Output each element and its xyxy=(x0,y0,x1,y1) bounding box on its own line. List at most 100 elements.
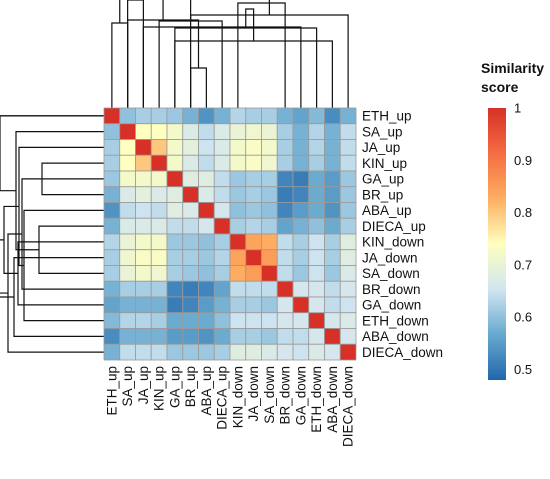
row-label: ABA_up xyxy=(362,203,412,218)
heatmap-cell xyxy=(324,139,341,156)
heatmap-cell xyxy=(308,280,325,298)
heatmap-cell xyxy=(308,217,325,235)
heatmap-cell xyxy=(213,343,231,361)
legend-tick-label: 0.7 xyxy=(514,257,532,272)
heatmap-cell xyxy=(229,233,247,251)
heatmap-cell xyxy=(339,154,357,172)
column-label: GA_up xyxy=(167,366,182,408)
heatmap-cell xyxy=(229,343,247,361)
heatmap-cell xyxy=(198,233,215,251)
heatmap-cell xyxy=(261,217,278,235)
row-label: KIN_down xyxy=(362,235,424,250)
dendrogram-branch xyxy=(237,2,286,108)
heatmap-cell xyxy=(166,123,184,140)
row-dendrogram xyxy=(0,116,104,353)
heatmap-cell xyxy=(150,296,168,314)
dendrogram-branch xyxy=(190,67,207,108)
heatmap-cell xyxy=(245,249,262,266)
heatmap-cell xyxy=(182,139,199,156)
heatmap-cell xyxy=(276,139,294,156)
heatmap-cell xyxy=(276,154,294,172)
heatmap-cell xyxy=(324,343,341,361)
dendrogram-branch xyxy=(127,19,200,108)
heatmap-cell xyxy=(229,202,247,219)
heatmap-cell xyxy=(182,312,199,329)
heatmap-cell xyxy=(166,186,184,203)
heatmap-cell xyxy=(339,249,357,266)
heatmap-cell xyxy=(198,170,215,188)
heatmap-cell xyxy=(308,328,325,345)
row-label: DIECA_up xyxy=(362,219,426,234)
heatmap-cell xyxy=(292,328,310,345)
heatmap-cell xyxy=(166,233,184,251)
heatmap-cell xyxy=(276,312,294,329)
row-label: ABA_down xyxy=(362,329,429,344)
heatmap-cell xyxy=(119,217,136,235)
heatmap-cell xyxy=(182,170,199,188)
heatmap-cell xyxy=(135,249,152,266)
heatmap-cell xyxy=(182,265,199,282)
heatmap-cell xyxy=(213,107,231,125)
heatmap-cell xyxy=(276,280,294,298)
heatmap-cell xyxy=(276,202,294,219)
heatmap-cell xyxy=(213,154,231,172)
column-label: DIECA_down xyxy=(341,366,356,447)
dendrogram-branch xyxy=(38,225,104,274)
heatmap-cell xyxy=(135,139,152,156)
heatmap-cell xyxy=(119,265,136,282)
legend-tick-label: 0.5 xyxy=(514,362,532,377)
heatmap-cell xyxy=(150,123,168,140)
heatmap-cell xyxy=(245,217,262,235)
heatmap-cell xyxy=(166,217,184,235)
row-label: SA_down xyxy=(362,266,420,281)
heatmap-cell xyxy=(276,107,294,125)
dendrogram-branch xyxy=(15,131,104,251)
heatmap-cell xyxy=(276,296,294,314)
heatmap-cell xyxy=(150,249,168,266)
heatmap-cell xyxy=(261,154,278,172)
heatmap-cell xyxy=(182,217,199,235)
heatmap-cell xyxy=(276,328,294,345)
heatmap-cell xyxy=(292,280,310,298)
heatmap-cell xyxy=(324,202,341,219)
heatmap-cell xyxy=(213,217,231,235)
heatmap-cell xyxy=(150,154,168,172)
heatmap-cell xyxy=(103,107,121,125)
heatmap-cell xyxy=(308,233,325,251)
heatmap-cell xyxy=(229,217,247,235)
heatmap-cell xyxy=(229,107,247,125)
heatmap-cell xyxy=(119,107,136,125)
heatmap-cell xyxy=(119,249,136,266)
dendrogram-branch xyxy=(245,8,255,41)
row-label: BR_up xyxy=(362,187,403,202)
column-label: BR_down xyxy=(278,366,293,425)
heatmap-cell xyxy=(261,296,278,314)
heatmap-cell xyxy=(198,343,215,361)
heatmap-cell xyxy=(292,343,310,361)
heatmap-cell xyxy=(324,154,341,172)
heatmap-cell xyxy=(150,107,168,125)
heatmap-cell xyxy=(276,265,294,282)
heatmap-cell xyxy=(339,123,357,140)
heatmap-cell xyxy=(339,186,357,203)
heatmap-cell xyxy=(229,170,247,188)
heatmap-cell xyxy=(135,154,152,172)
heatmap-cell xyxy=(229,186,247,203)
heatmap-cell xyxy=(166,170,184,188)
heatmap-cell xyxy=(229,328,247,345)
heatmap-cell xyxy=(182,123,199,140)
heatmap-cell xyxy=(182,280,199,298)
heatmap-cell xyxy=(150,186,168,203)
heatmap-cell xyxy=(292,202,310,219)
row-labels: ETH_upSA_upJA_upKIN_upGA_upBR_upABA_upDI… xyxy=(362,109,443,360)
heatmap-cell xyxy=(308,154,325,172)
dendrogram-branch xyxy=(13,257,104,337)
heatmap-cell xyxy=(292,233,310,251)
heatmap-cell xyxy=(229,154,247,172)
heatmap-cell xyxy=(292,170,310,188)
heatmap-cell xyxy=(261,139,278,156)
heatmap-cell xyxy=(182,107,199,125)
heatmap-cell xyxy=(135,107,152,125)
heatmap-cell xyxy=(198,123,215,140)
heatmap-cell xyxy=(150,233,168,251)
